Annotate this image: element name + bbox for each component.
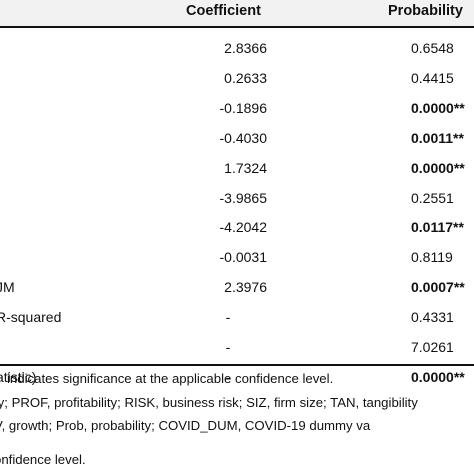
probability-cell: 0.0000** [411,368,465,385]
coefficient-cell: 2.3976 [224,279,267,296]
row-label: atistic) [0,368,37,385]
bottom-rule [0,364,474,366]
probability-cell: 0.0011** [411,129,464,146]
header-rule [0,26,474,28]
footnote-confidence: onfidence level. [0,452,86,467]
row-label: R-squared [0,309,62,326]
table-row: 0.2633 0.4415 [0,64,474,94]
probability-cell: 0.8119 [411,249,453,266]
coefficient-cell: 1.7324 [224,159,267,176]
table-row: atistic) - 0.0000** [0,363,474,393]
probability-column-header: Probability [388,3,463,19]
footnote-abbreviations-cont: V, growth; Prob, probability; COVID_DUM,… [0,418,371,433]
coefficient-cell: - [225,368,231,385]
table-row: -3.9865 0.2551 [0,184,474,214]
probability-cell: 0.2551 [411,189,454,206]
table-row: -0.0031 0.8119 [0,243,474,273]
coefficient-cell: -4.2042 [219,219,267,236]
coefficient-cell: -0.0031 [219,249,267,266]
coefficient-cell: -0.4030 [219,129,267,146]
probability-cell: 7.0261 [411,339,454,355]
table-row: 1.7324 0.0000** [0,154,474,184]
table-row: R-squared - 0.4331 [0,303,474,333]
coefficient-column-header: Coefficient [186,3,261,19]
table-row: 2.8366 0.6548 [0,34,474,64]
table-row: -0.4030 0.0011** [0,124,474,154]
probability-cell: 0.0000** [411,159,465,176]
coefficient-cell: - [225,339,231,355]
table-row: -0.1896 0.0000** [0,94,474,124]
footnote-significance: indicates significance at the applicable… [7,371,334,386]
probability-cell: 0.0007** [411,279,465,296]
coefficient-cell: -3.9865 [219,189,267,206]
table-row: -4.2042 0.0117** [0,213,474,243]
probability-cell: 0.0000** [411,99,465,116]
probability-cell: 0.6548 [411,40,454,56]
table-row: - 7.0261 [0,333,474,363]
table-header: Coefficient Probability [0,0,474,26]
coefficient-cell: 2.8366 [224,40,267,56]
probability-cell: 0.4331 [411,309,454,326]
probability-cell: 0.0117** [411,219,464,236]
probability-cell: 0.4415 [411,69,454,86]
table-row: JM 2.3976 0.0007** [0,273,474,303]
coefficient-cell: 0.2633 [224,69,267,86]
footnote-abbreviations: ty; PROF, profitability; RISK, business … [0,395,418,410]
row-label: JM [0,279,15,296]
coefficient-cell: - [225,309,231,326]
coefficient-cell: -0.1896 [219,99,267,116]
